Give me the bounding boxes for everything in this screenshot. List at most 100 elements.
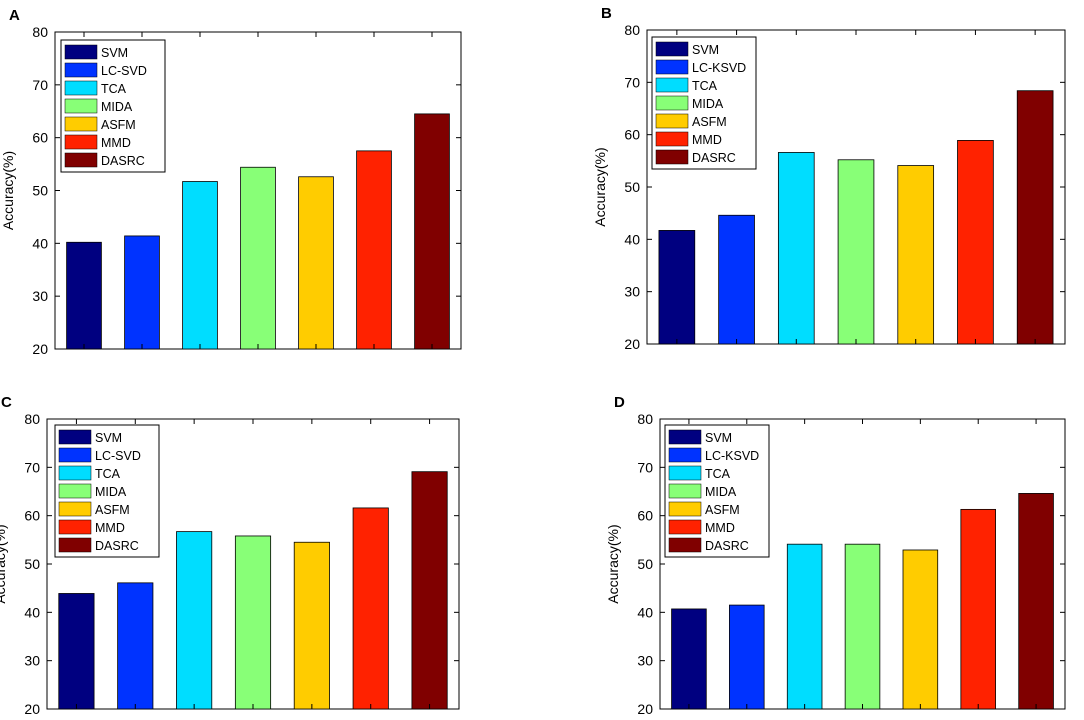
bar-mida <box>837 159 875 345</box>
legend-swatch <box>58 447 92 463</box>
legend-swatch <box>655 95 689 111</box>
legend-entry: MMD <box>692 133 722 147</box>
bar-tca <box>777 152 815 345</box>
bar-svm <box>66 241 102 350</box>
chart-panel-a: A 20 30 40 50 60 70 80 Accuracy(%) SVM LC-SVD TCA MI… <box>0 7 462 357</box>
bar-dasrc <box>414 113 450 350</box>
legend-entry: TCA <box>705 467 731 481</box>
legend-entry: DASRC <box>95 539 139 553</box>
legend-entry: MMD <box>705 521 735 535</box>
bar-asfm <box>897 165 935 345</box>
y-tick-label: 70 <box>24 459 40 475</box>
y-tick-label: 40 <box>32 235 48 251</box>
y-tick-label: 80 <box>24 411 40 427</box>
legend-entry: LC-KSVD <box>705 449 759 463</box>
legend-swatch <box>655 113 689 129</box>
y-tick-label: 60 <box>32 130 48 146</box>
bar-dasrc <box>411 471 448 710</box>
y-tick-label: 20 <box>637 701 653 717</box>
legend-swatch <box>655 41 689 57</box>
legend-entry: MIDA <box>705 485 737 499</box>
bar-lc-ksvd <box>729 604 765 710</box>
legend-entry: MMD <box>101 136 131 150</box>
legend-entry: DASRC <box>101 154 145 168</box>
legend-entry: TCA <box>692 79 718 93</box>
legend-swatch <box>668 501 702 517</box>
y-tick-label: 70 <box>32 77 48 93</box>
legend-entry: TCA <box>101 82 127 96</box>
legend-swatch <box>64 134 98 150</box>
legend-entry: LC-KSVD <box>692 61 746 75</box>
legend-entry: MMD <box>95 521 125 535</box>
legend: SVM LC-KSVD TCA MIDA ASFM MMD DASRC <box>664 424 770 558</box>
y-tick-label: 60 <box>624 127 640 143</box>
y-tick-label: 40 <box>624 231 640 247</box>
chart-panel-b: B 20 30 40 50 60 70 80 Accuracy(%) SVM LC-KSVD TCA M… <box>592 5 1066 352</box>
y-tick-label: 50 <box>624 179 640 195</box>
panel-label: C <box>1 394 12 411</box>
y-tick-label: 80 <box>637 411 653 427</box>
legend-swatch <box>58 501 92 517</box>
bar-mmd <box>356 150 392 350</box>
legend-entry: ASFM <box>101 118 136 132</box>
y-tick-label: 50 <box>32 183 48 199</box>
bar-asfm <box>298 176 334 350</box>
legend-entry: SVM <box>705 431 732 445</box>
legend-swatch <box>655 77 689 93</box>
legend-swatch <box>668 447 702 463</box>
legend-swatch <box>58 465 92 481</box>
legend: SVM LC-KSVD TCA MIDA ASFM MMD DASRC <box>651 36 757 170</box>
y-tick-label: 20 <box>32 341 48 357</box>
bar-mmd <box>957 140 994 345</box>
legend: SVM LC-SVD TCA MIDA ASFM MMD DASRC <box>60 39 166 173</box>
y-tick-label: 20 <box>624 336 640 352</box>
legend-swatch <box>668 483 702 499</box>
bar-dasrc <box>1016 90 1054 345</box>
legend-swatch <box>668 519 702 535</box>
legend-swatch <box>668 537 702 553</box>
legend-swatch <box>58 537 92 553</box>
y-axis-title: Accuracy(%) <box>0 524 8 603</box>
y-axis-title: Accuracy(%) <box>605 524 621 603</box>
legend-entry: DASRC <box>705 539 749 553</box>
legend-swatch <box>64 80 98 96</box>
legend-swatch <box>64 152 98 168</box>
legend-entry: ASFM <box>705 503 740 517</box>
bar-lc-svd <box>117 582 154 710</box>
panel-label: D <box>614 394 625 411</box>
legend-entry: DASRC <box>692 151 736 165</box>
legend-swatch <box>58 429 92 445</box>
legend-swatch <box>58 483 92 499</box>
y-tick-label: 30 <box>637 653 653 669</box>
y-tick-label: 80 <box>624 22 640 38</box>
legend-swatch <box>668 465 702 481</box>
bar-svm <box>671 608 707 710</box>
bar-tca <box>182 181 218 350</box>
y-tick-label: 60 <box>24 508 40 524</box>
y-tick-label: 40 <box>637 604 653 620</box>
y-axis-title: Accuracy(%) <box>0 151 16 230</box>
panel-label: B <box>601 5 612 22</box>
bar-svm <box>658 230 696 345</box>
legend-entry: ASFM <box>95 503 130 517</box>
legend-entry: SVM <box>95 431 122 445</box>
bar-tca <box>786 543 823 710</box>
y-tick-label: 30 <box>624 284 640 300</box>
chart-panel-d: D 20 30 40 50 60 70 80 Accuracy(%) SVM LC-KSVD TCA M… <box>605 394 1066 717</box>
legend-entry: LC-SVD <box>95 449 141 463</box>
y-tick-label: 80 <box>32 24 48 40</box>
bar-lc-ksvd <box>718 214 755 345</box>
legend: SVM LC-SVD TCA MIDA ASFM MMD DASRC <box>54 424 160 558</box>
legend-entry: MIDA <box>692 97 724 111</box>
chart-panel-c: C 20 30 40 50 60 70 80 Accuracy(%) SVM LC-SVD TCA MI… <box>0 394 460 717</box>
bar-mmd <box>352 507 389 710</box>
legend-entry: TCA <box>95 467 121 481</box>
legend-entry: SVM <box>692 43 719 57</box>
legend-swatch <box>668 429 702 445</box>
y-tick-label: 30 <box>24 653 40 669</box>
legend-entry: SVM <box>101 46 128 60</box>
y-tick-label: 50 <box>24 556 40 572</box>
legend-entry: MIDA <box>95 485 127 499</box>
legend-swatch <box>655 59 689 75</box>
